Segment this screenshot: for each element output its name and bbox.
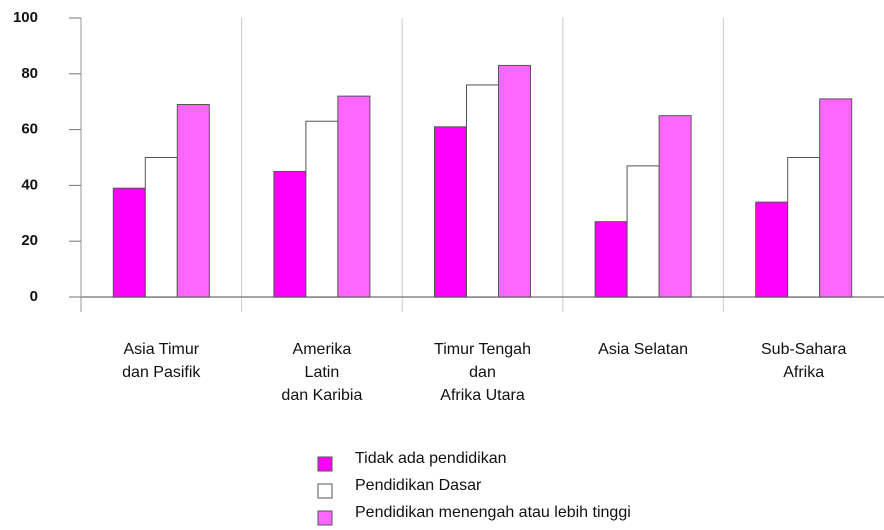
bar [434, 126, 467, 298]
y-tick-label: 0 [30, 288, 38, 305]
bar [498, 64, 531, 298]
x-tick-label: dan Pasifik [122, 364, 201, 381]
x-tick-label: Afrika [783, 364, 824, 381]
legend-swatch [317, 510, 333, 526]
x-tick-label: Latin [305, 364, 340, 381]
x-tick-label: dan [469, 364, 496, 381]
legend-label: Pendidikan Dasar [355, 477, 482, 494]
bar [305, 120, 339, 298]
x-tick-label: Asia Selatan [598, 341, 688, 358]
bar [755, 201, 789, 298]
x-tick-label: Timur Tengah [434, 341, 531, 358]
bar [337, 95, 371, 298]
legend-swatch [317, 483, 333, 499]
legend-swatch [317, 456, 333, 472]
x-tick-label: dan Karibia [281, 387, 362, 404]
x-tick-label: Afrika Utara [440, 387, 525, 404]
x-tick-label: Amerika [293, 341, 352, 358]
bar [819, 98, 853, 298]
bar [273, 170, 307, 298]
y-tick-label: 20 [21, 232, 38, 249]
legend-label: Pendidikan menengah atau lebih tinggi [355, 504, 631, 521]
y-tick-label: 80 [21, 65, 38, 82]
bar [466, 84, 499, 298]
y-tick-label: 100 [13, 9, 38, 26]
bar [594, 221, 628, 298]
bar [626, 165, 660, 298]
y-tick-label: 60 [21, 121, 38, 138]
bar [176, 103, 210, 298]
y-tick-label: 40 [21, 176, 38, 193]
bar [658, 115, 692, 298]
bar [112, 187, 146, 298]
bar [144, 157, 178, 298]
legend-label: Tidak ada pendidikan [355, 450, 507, 467]
x-tick-label: Sub-Sahara [761, 341, 846, 358]
x-tick-label: Asia Timur [124, 341, 200, 358]
bar [787, 157, 821, 298]
